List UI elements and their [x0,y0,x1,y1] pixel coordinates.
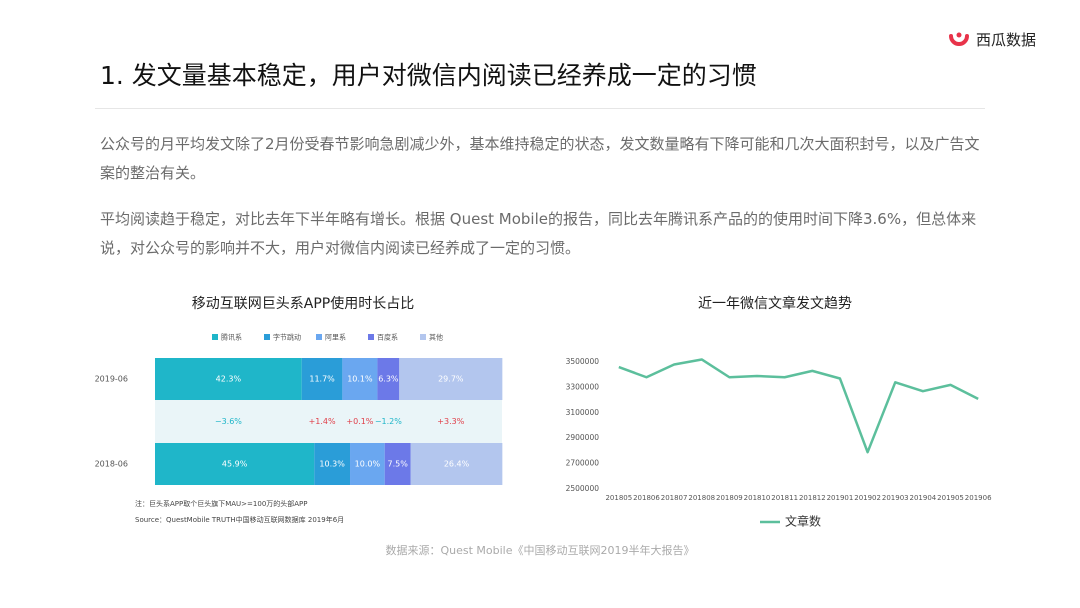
logo-text: 西瓜数据 [975,30,1036,49]
divider [95,108,985,109]
x-tick-label: 201812 [799,494,826,502]
note: Source：QuestMobile TRUTH中国移动互联网数据库 2019年… [135,515,344,524]
paragraph: 公众号的月平均发文除了2月份受春节影响急剧减少外，基本维持稳定的状态，发文数量略… [100,135,980,182]
change-label: +3.3% [437,417,464,426]
note: 注：巨头系APP取个巨头旗下MAU>=100万的头部APP [135,499,308,508]
x-tick-label: 201905 [937,494,964,502]
bar-segment [350,443,385,485]
change-band [155,400,502,443]
x-tick-label: 201903 [882,494,909,502]
change-label: −1.2% [375,417,402,426]
y-tick-label: 2900000 [566,433,600,442]
bar-segment [342,358,378,400]
value-label: 29.7% [438,375,464,384]
bar-segment [399,358,503,400]
legend-swatch [368,334,374,340]
y-tick-label: 3300000 [566,382,600,391]
x-tick-label: 201811 [771,494,798,502]
x-tick-label: 201808 [688,494,715,502]
y-tick-label: 2700000 [566,459,600,468]
value-label: 6.3% [378,375,399,384]
legend-label: 阿里系 [325,333,346,342]
x-tick-label: 201809 [716,494,743,502]
legend-label: 腾讯系 [221,333,242,342]
paragraph: 平均阅读趋于稳定，对比去年下半年略有增长。根据 Quest Mobile的报告，… [100,210,977,257]
bar-segment [384,443,411,485]
legend-swatch [420,334,426,340]
x-tick-label: 201904 [910,494,937,502]
logo-icon [948,32,969,46]
row-label: 2019-06 [95,375,128,384]
legend-label: 其他 [429,333,443,342]
bar-segment [410,443,503,485]
value-label: 42.3% [216,375,242,384]
chart-title: 移动互联网巨头系APP使用时长占比 [192,295,414,312]
line [618,358,979,454]
value-label: 10.1% [347,375,373,384]
change-label: −3.6% [215,417,242,426]
value-label: 10.0% [355,460,381,469]
x-tick-label: 201807 [661,494,688,502]
y-tick-label: 3100000 [566,408,600,417]
y-tick-label: 3500000 [566,357,600,366]
x-tick-label: 201806 [633,494,660,502]
value-label: 45.9% [222,460,248,469]
x-tick-label: 201906 [965,494,992,502]
bar-segment [301,358,343,400]
value-label: 7.5% [388,460,409,469]
logo: 西瓜数据 [948,28,1036,50]
chart-title: 近一年微信文章发文趋势 [698,295,852,312]
legend-swatch [264,334,270,340]
value-label: 26.4% [444,460,470,469]
legend-swatch [212,334,218,340]
source: 数据来源：Quest Mobile《中国移动互联网2019半年大报告》 [385,544,695,557]
legend-label: 文章数 [785,514,821,529]
bar-segment [377,358,400,400]
bar-segment [314,443,351,485]
change-label: +1.4% [309,417,336,426]
x-tick-label: 201902 [854,494,881,502]
x-tick-label: 201901 [827,494,854,502]
x-tick-label: 201810 [744,494,771,502]
x-tick-label: 201805 [605,494,632,502]
y-tick-label: 2500000 [566,484,600,493]
bar-segment [155,358,302,400]
slide-title: 1. 发文量基本稳定，用户对微信内阅读已经养成一定的习惯 [100,61,757,90]
value-label: 10.3% [319,460,345,469]
legend-label: 百度系 [377,333,398,342]
legend-label: 字节跳动 [273,333,301,342]
row-label: 2018-06 [95,460,128,469]
legend-swatch [316,334,322,340]
change-label: +0.1% [346,417,373,426]
value-label: 11.7% [309,375,335,384]
bar-segment [155,443,315,485]
